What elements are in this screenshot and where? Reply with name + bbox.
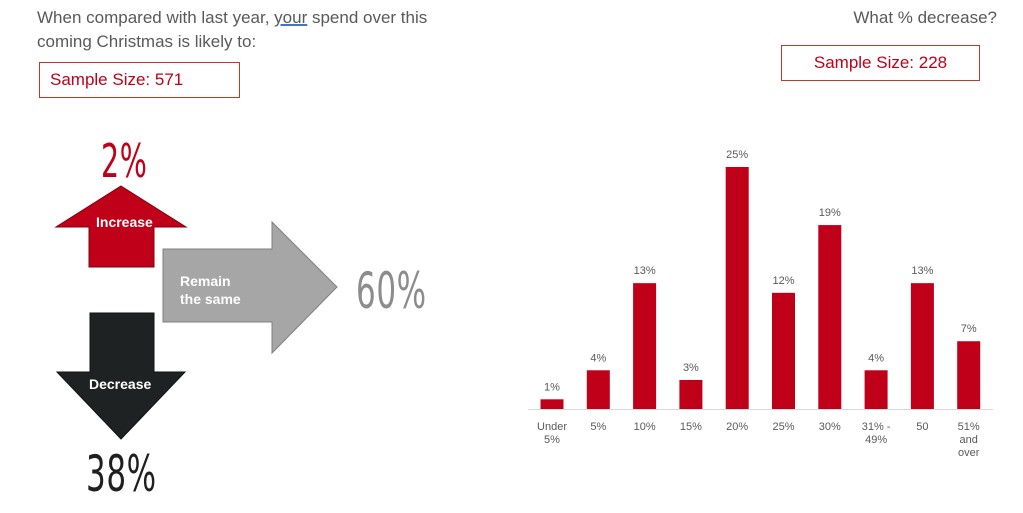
right-sample-size: Sample Size: 228 [781, 45, 980, 81]
x-tick-label: Under 5% [537, 421, 567, 446]
decrease-percent: 38% [86, 445, 157, 503]
left-sample-size: Sample Size: 571 [39, 62, 240, 98]
bar [910, 283, 934, 409]
x-tick-label: 15% [680, 421, 702, 433]
increase-label: Increase [96, 214, 153, 230]
bar [540, 399, 564, 409]
bar [864, 370, 888, 409]
x-tick-label: 25% [772, 421, 794, 433]
decrease-arrow [55, 312, 187, 440]
data-label: 25% [726, 149, 748, 161]
data-label: 7% [961, 323, 977, 335]
increase-percent: 2% [101, 134, 148, 188]
bar [633, 283, 657, 409]
bar [586, 370, 610, 409]
right-question: What % decrease? [853, 8, 997, 27]
data-label: 3% [683, 362, 699, 374]
remain-arrow [162, 220, 338, 355]
increase-arrow [54, 185, 188, 268]
data-label: 1% [544, 381, 560, 393]
data-label: 13% [911, 265, 933, 277]
data-label: 19% [819, 207, 841, 219]
decrease-label: Decrease [89, 376, 152, 392]
left-question-part1: When compared with last year, [37, 8, 275, 27]
x-tick-label: 5% [590, 421, 606, 433]
x-tick-label: 51% and over [958, 421, 980, 459]
data-label: 4% [590, 352, 606, 364]
remain-percent: 60% [356, 262, 427, 320]
remain-label: Remain the same [180, 272, 241, 308]
x-tick-label: 31% -49% [862, 421, 891, 446]
remain-label-line2: the same [180, 291, 241, 307]
bar [772, 292, 795, 409]
left-question-part2: spend over this coming Christmas is like… [37, 8, 428, 51]
x-tick-label: 30% [819, 421, 841, 433]
remain-label-line1: Remain [180, 273, 231, 289]
x-tick-label: 20% [726, 421, 748, 433]
data-label: 12% [772, 275, 794, 287]
x-tick-label: 10% [634, 421, 656, 433]
left-question: When compared with last year, your spend… [37, 6, 477, 54]
bar [957, 341, 981, 409]
left-question-underlined-word: your [274, 8, 308, 27]
bar [679, 379, 703, 409]
data-label: 4% [868, 352, 884, 364]
data-label: 13% [634, 265, 656, 277]
bar [818, 225, 842, 409]
bar [725, 167, 749, 409]
x-tick-label: 50 [916, 421, 928, 433]
